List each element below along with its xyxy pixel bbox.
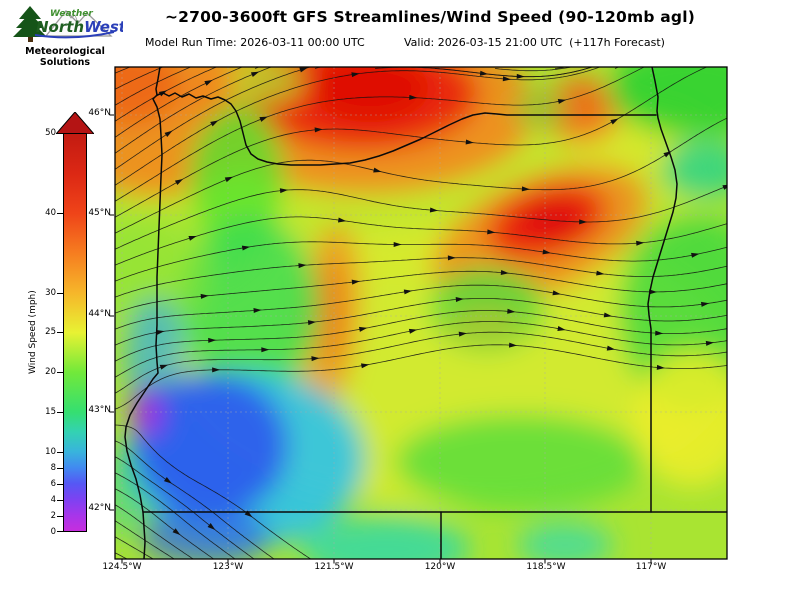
- colorbar-tick: 10: [45, 447, 56, 457]
- lon-label: 120°W: [424, 562, 456, 572]
- pine-tree-icon: [13, 6, 47, 42]
- page-title: ~2700-3600ft GFS Streamlines/Wind Speed …: [164, 8, 696, 26]
- colorbar-tick: 30: [45, 288, 56, 298]
- logo-swoosh: [34, 31, 115, 39]
- model-run-time: Model Run Time: 2026-03-11 00:00 UTC: [145, 36, 365, 49]
- colorbar-tick: 50: [45, 128, 56, 138]
- colorbar-max-arrow-icon: [56, 112, 94, 134]
- mountain-icon: [44, 10, 113, 37]
- colorbar-tick: 8: [50, 463, 56, 473]
- axis-ticks: [109, 114, 652, 564]
- coastline: [124, 67, 163, 559]
- lon-label: 123°W: [212, 562, 244, 572]
- lat-label: 42°N: [88, 503, 111, 513]
- lon-label: 117°W: [635, 562, 667, 572]
- colorbar-tick: 40: [45, 208, 56, 218]
- lon-label: 121.5°W: [314, 562, 354, 572]
- colorbar-tick: 15: [45, 407, 56, 417]
- lat-label: 43°N: [88, 405, 111, 415]
- colorbar-tick: 20: [45, 367, 56, 377]
- lat-label: 44°N: [88, 309, 111, 319]
- weather-northwest-logo: Weather NorthWest: [13, 6, 123, 42]
- colorbar-axis-label: Wind Speed (mph): [28, 290, 38, 374]
- logo-weather-text: Weather: [50, 9, 93, 19]
- lat-label: 45°N: [88, 208, 111, 218]
- colorbar-tick: 25: [45, 327, 56, 337]
- logo-tagline: Meteorological Solutions: [25, 46, 105, 68]
- colorbar-tick: 4: [50, 495, 56, 505]
- colorbar-tick: 2: [50, 511, 56, 521]
- wind-streamline-map: [109, 66, 728, 564]
- map-frame: [114, 66, 728, 560]
- state-borders: [124, 67, 727, 559]
- colorbar-tick: 6: [50, 479, 56, 489]
- lon-label: 124.5°W: [102, 562, 142, 572]
- snake-river-border: [647, 67, 678, 513]
- colorbar-gradient: [63, 133, 87, 532]
- valid-time: Valid: 2026-03-15 21:00 UTC (+117h Forec…: [404, 36, 665, 49]
- columbia-river-border: [156, 92, 657, 166]
- lon-label: 118.5°W: [526, 562, 566, 572]
- lat-label: 46°N: [88, 108, 111, 118]
- streamlines: [115, 67, 727, 559]
- wind-field-blobs: [115, 67, 727, 559]
- colorbar-tick: 0: [50, 527, 56, 537]
